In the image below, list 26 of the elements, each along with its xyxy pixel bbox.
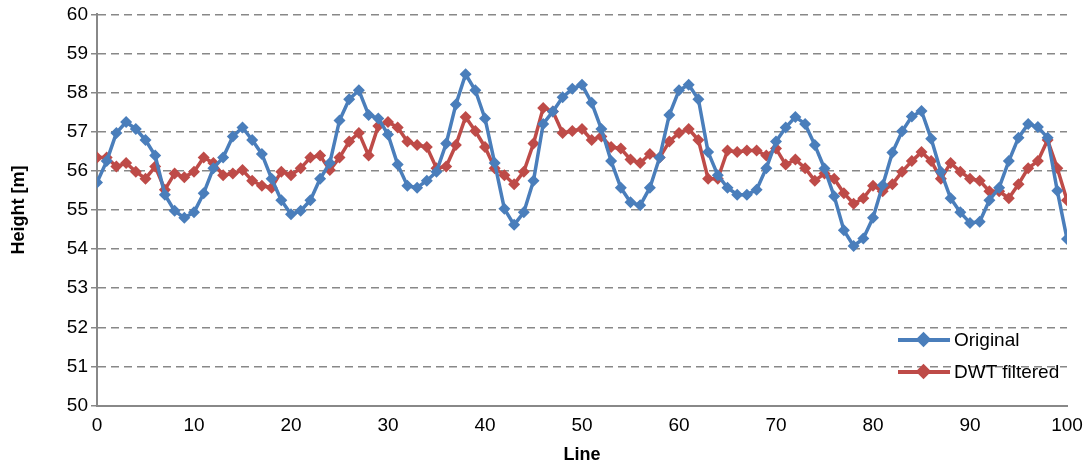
y-tick-label: 53 [66,276,88,298]
x-tick-label: 0 [91,414,103,436]
y-tick-label: 51 [66,354,88,376]
legend-label: DWT filtered [954,359,1060,384]
y-tick-label: 56 [66,159,88,181]
y-tick-label: 58 [66,80,88,102]
x-tick-label: 40 [474,414,496,436]
x-axis-title: Line [563,444,601,465]
x-tick-label: 90 [959,414,981,436]
y-tick-label: 60 [66,2,88,24]
x-tick-label: 80 [862,414,884,436]
x-tick-label: 10 [183,414,205,436]
y-tick-label: 50 [66,393,88,415]
y-tick-label: 57 [66,119,88,141]
x-tick-label: 20 [280,414,302,436]
legend-label: Original [954,327,1020,352]
y-tick-label: 52 [66,315,88,337]
x-tick-label: 30 [377,414,399,436]
y-axis-title: Height [m] [7,165,28,255]
x-tick-label: 50 [571,414,593,436]
x-tick-label: 60 [668,414,690,436]
y-tick-label: 59 [66,41,88,63]
x-tick-label: 100 [1051,414,1083,436]
x-tick-label: 70 [765,414,787,436]
y-tick-label: 54 [66,237,89,259]
y-tick-label: 55 [66,198,88,220]
